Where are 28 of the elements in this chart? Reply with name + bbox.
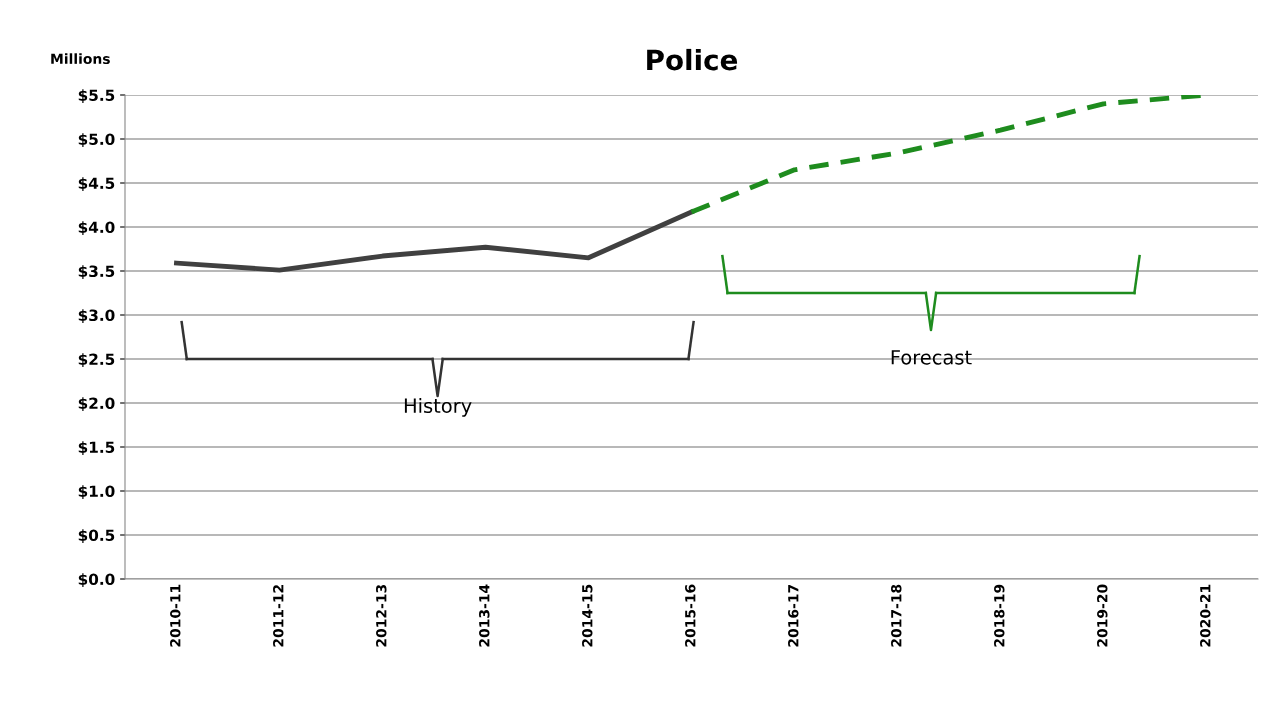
y-tick-label: $5.0 bbox=[78, 133, 115, 148]
y-tick-label: $0.0 bbox=[78, 573, 115, 588]
y-tick-label: $1.0 bbox=[78, 485, 115, 500]
x-tick-label: 2011-12 bbox=[273, 585, 284, 647]
y-tick-label: $4.5 bbox=[78, 177, 115, 192]
annotation: History bbox=[404, 397, 472, 417]
y-tick-label: $0.5 bbox=[78, 529, 115, 544]
annotation: Forecast bbox=[891, 350, 972, 365]
x-tick-label: 2016-17 bbox=[788, 584, 799, 647]
x-tick-label: 2013-14 bbox=[479, 584, 490, 647]
y-tick-label: $3.0 bbox=[78, 309, 115, 324]
x-tick-label: 2015-16 bbox=[685, 584, 696, 647]
x-tick-label: 2019-20 bbox=[1097, 584, 1108, 647]
x-tick-label: 2017-18 bbox=[891, 584, 902, 647]
y-tick-label: $1.5 bbox=[78, 441, 115, 456]
x-tick-label: 2014-15 bbox=[582, 584, 593, 647]
y-tick-label: $4.0 bbox=[78, 221, 115, 236]
y-tick-label: $2.0 bbox=[78, 397, 115, 412]
x-tick-label: 2020-21 bbox=[1200, 584, 1211, 647]
line-series bbox=[174, 209, 694, 273]
y-tick-label: $3.5 bbox=[78, 265, 115, 280]
y-tick-label: $5.5 bbox=[78, 89, 115, 104]
y-tick-label: $2.5 bbox=[78, 353, 115, 368]
y-axis-title: Millions bbox=[51, 53, 110, 65]
x-tick-label: 2012-13 bbox=[376, 584, 387, 647]
chart-title: Police bbox=[647, 48, 738, 71]
x-tick-label: 2010-11 bbox=[170, 584, 181, 647]
x-tick-label: 2018-19 bbox=[994, 584, 1005, 647]
